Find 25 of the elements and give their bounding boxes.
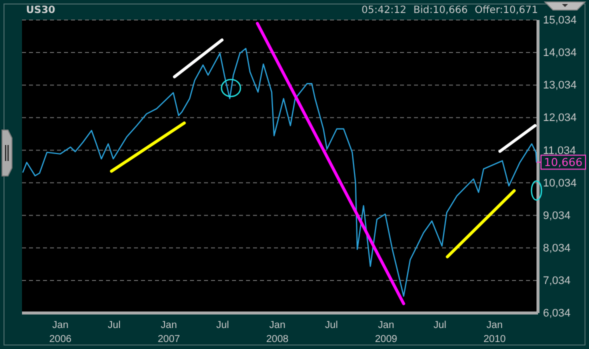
annotation: 10,666 — [544, 156, 582, 170]
x-tick-label: Jul — [325, 320, 338, 331]
y-tick-label: 9,034 — [543, 210, 571, 222]
y-tick-label: 7,034 — [543, 274, 571, 287]
x-tick-label: Jul — [434, 320, 446, 331]
y-tick-label: 11,034 — [543, 144, 576, 157]
y-tick-label: 13,034 — [543, 80, 577, 92]
x-tick-label: Jul — [216, 320, 230, 331]
line-series — [22, 48, 538, 297]
y-tick-label: 15,034 — [543, 14, 577, 27]
x-tick-label: Jan 2010 — [483, 320, 506, 345]
text: 05:42:12 — [362, 5, 406, 16]
x-tick-label: Jul — [108, 320, 121, 331]
y-tick-label: 8,034 — [543, 242, 571, 254]
x-tick-label: Jan 2006 — [49, 320, 72, 345]
y-tick-label: 6,034 — [543, 308, 571, 320]
y-tick-label: 10,034 — [543, 177, 577, 190]
text: Bid:10,666 — [413, 5, 468, 16]
chart-title: US30 — [26, 5, 56, 16]
x-tick-label: Jan 2008 — [266, 320, 289, 345]
y-tick-label: 12,034 — [543, 112, 577, 124]
x-tick-label: Jan 2009 — [374, 320, 398, 345]
x-tick-label: Jan 2007 — [158, 320, 180, 345]
y-tick-label: 14,034 — [543, 47, 577, 60]
text: Offer:10,671 — [474, 5, 538, 16]
